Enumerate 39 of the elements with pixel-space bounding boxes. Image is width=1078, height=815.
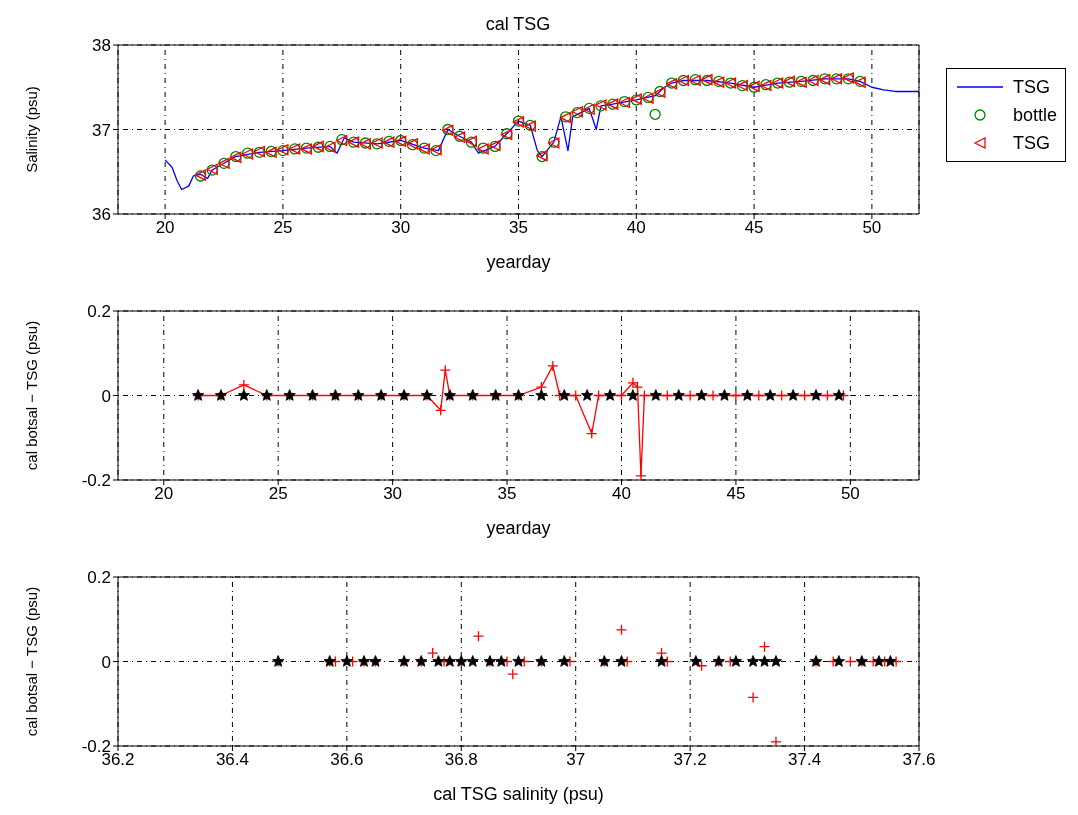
y-tick-label: 0.2: [87, 302, 111, 322]
x-tick-label: 30: [391, 218, 411, 238]
x-tick-label: 30: [383, 484, 403, 504]
x-tick-label: 36.6: [330, 750, 364, 770]
x-tick-label: 45: [744, 218, 764, 238]
x-tick-label: 37.2: [673, 750, 707, 770]
y-tick-label: 36: [92, 205, 111, 225]
y-tick-label: 38: [92, 36, 111, 56]
y-axis-title: cal botsal − TSG (psu): [23, 586, 41, 737]
y-tick-label: 37: [92, 120, 111, 140]
x-tick-label: 36.4: [215, 750, 249, 770]
legend-label: TSG: [1012, 132, 1050, 154]
x-tick-label: 45: [726, 484, 746, 504]
x-tick-label: 50: [862, 218, 882, 238]
x-tick-label: 37: [566, 750, 586, 770]
y-tick-label: -0.2: [81, 471, 111, 491]
x-tick-label: 20: [155, 218, 175, 238]
x-tick-label: 36.8: [444, 750, 478, 770]
x-axis-title: yearday: [486, 518, 551, 538]
legend-label: TSG: [1012, 76, 1050, 98]
y-axis-title: cal botsal − TSG (psu): [23, 320, 41, 471]
x-axis-title: yearday: [486, 252, 551, 272]
x-tick-label: 37.4: [788, 750, 822, 770]
y-tick-label: 0: [101, 652, 111, 672]
x-tick-label: 35: [497, 484, 517, 504]
x-tick-label: 20: [154, 484, 174, 504]
x-tick-label: 25: [273, 218, 293, 238]
x-tick-label: 50: [840, 484, 860, 504]
y-tick-label: 0.2: [87, 568, 111, 588]
x-tick-label: 37.6: [902, 750, 936, 770]
x-tick-label: 40: [612, 484, 631, 504]
x-tick-label: 35: [509, 218, 528, 238]
x-tick-label: 40: [626, 218, 646, 238]
x-tick-label: 25: [268, 484, 288, 504]
y-tick-label: 0: [101, 386, 111, 406]
chart-title: cal TSG: [484, 14, 552, 35]
x-axis-title: cal TSG salinity (psu): [433, 784, 604, 804]
y-axis-title: Salinity (psu): [23, 86, 41, 173]
legend-label: bottle: [1012, 104, 1057, 126]
